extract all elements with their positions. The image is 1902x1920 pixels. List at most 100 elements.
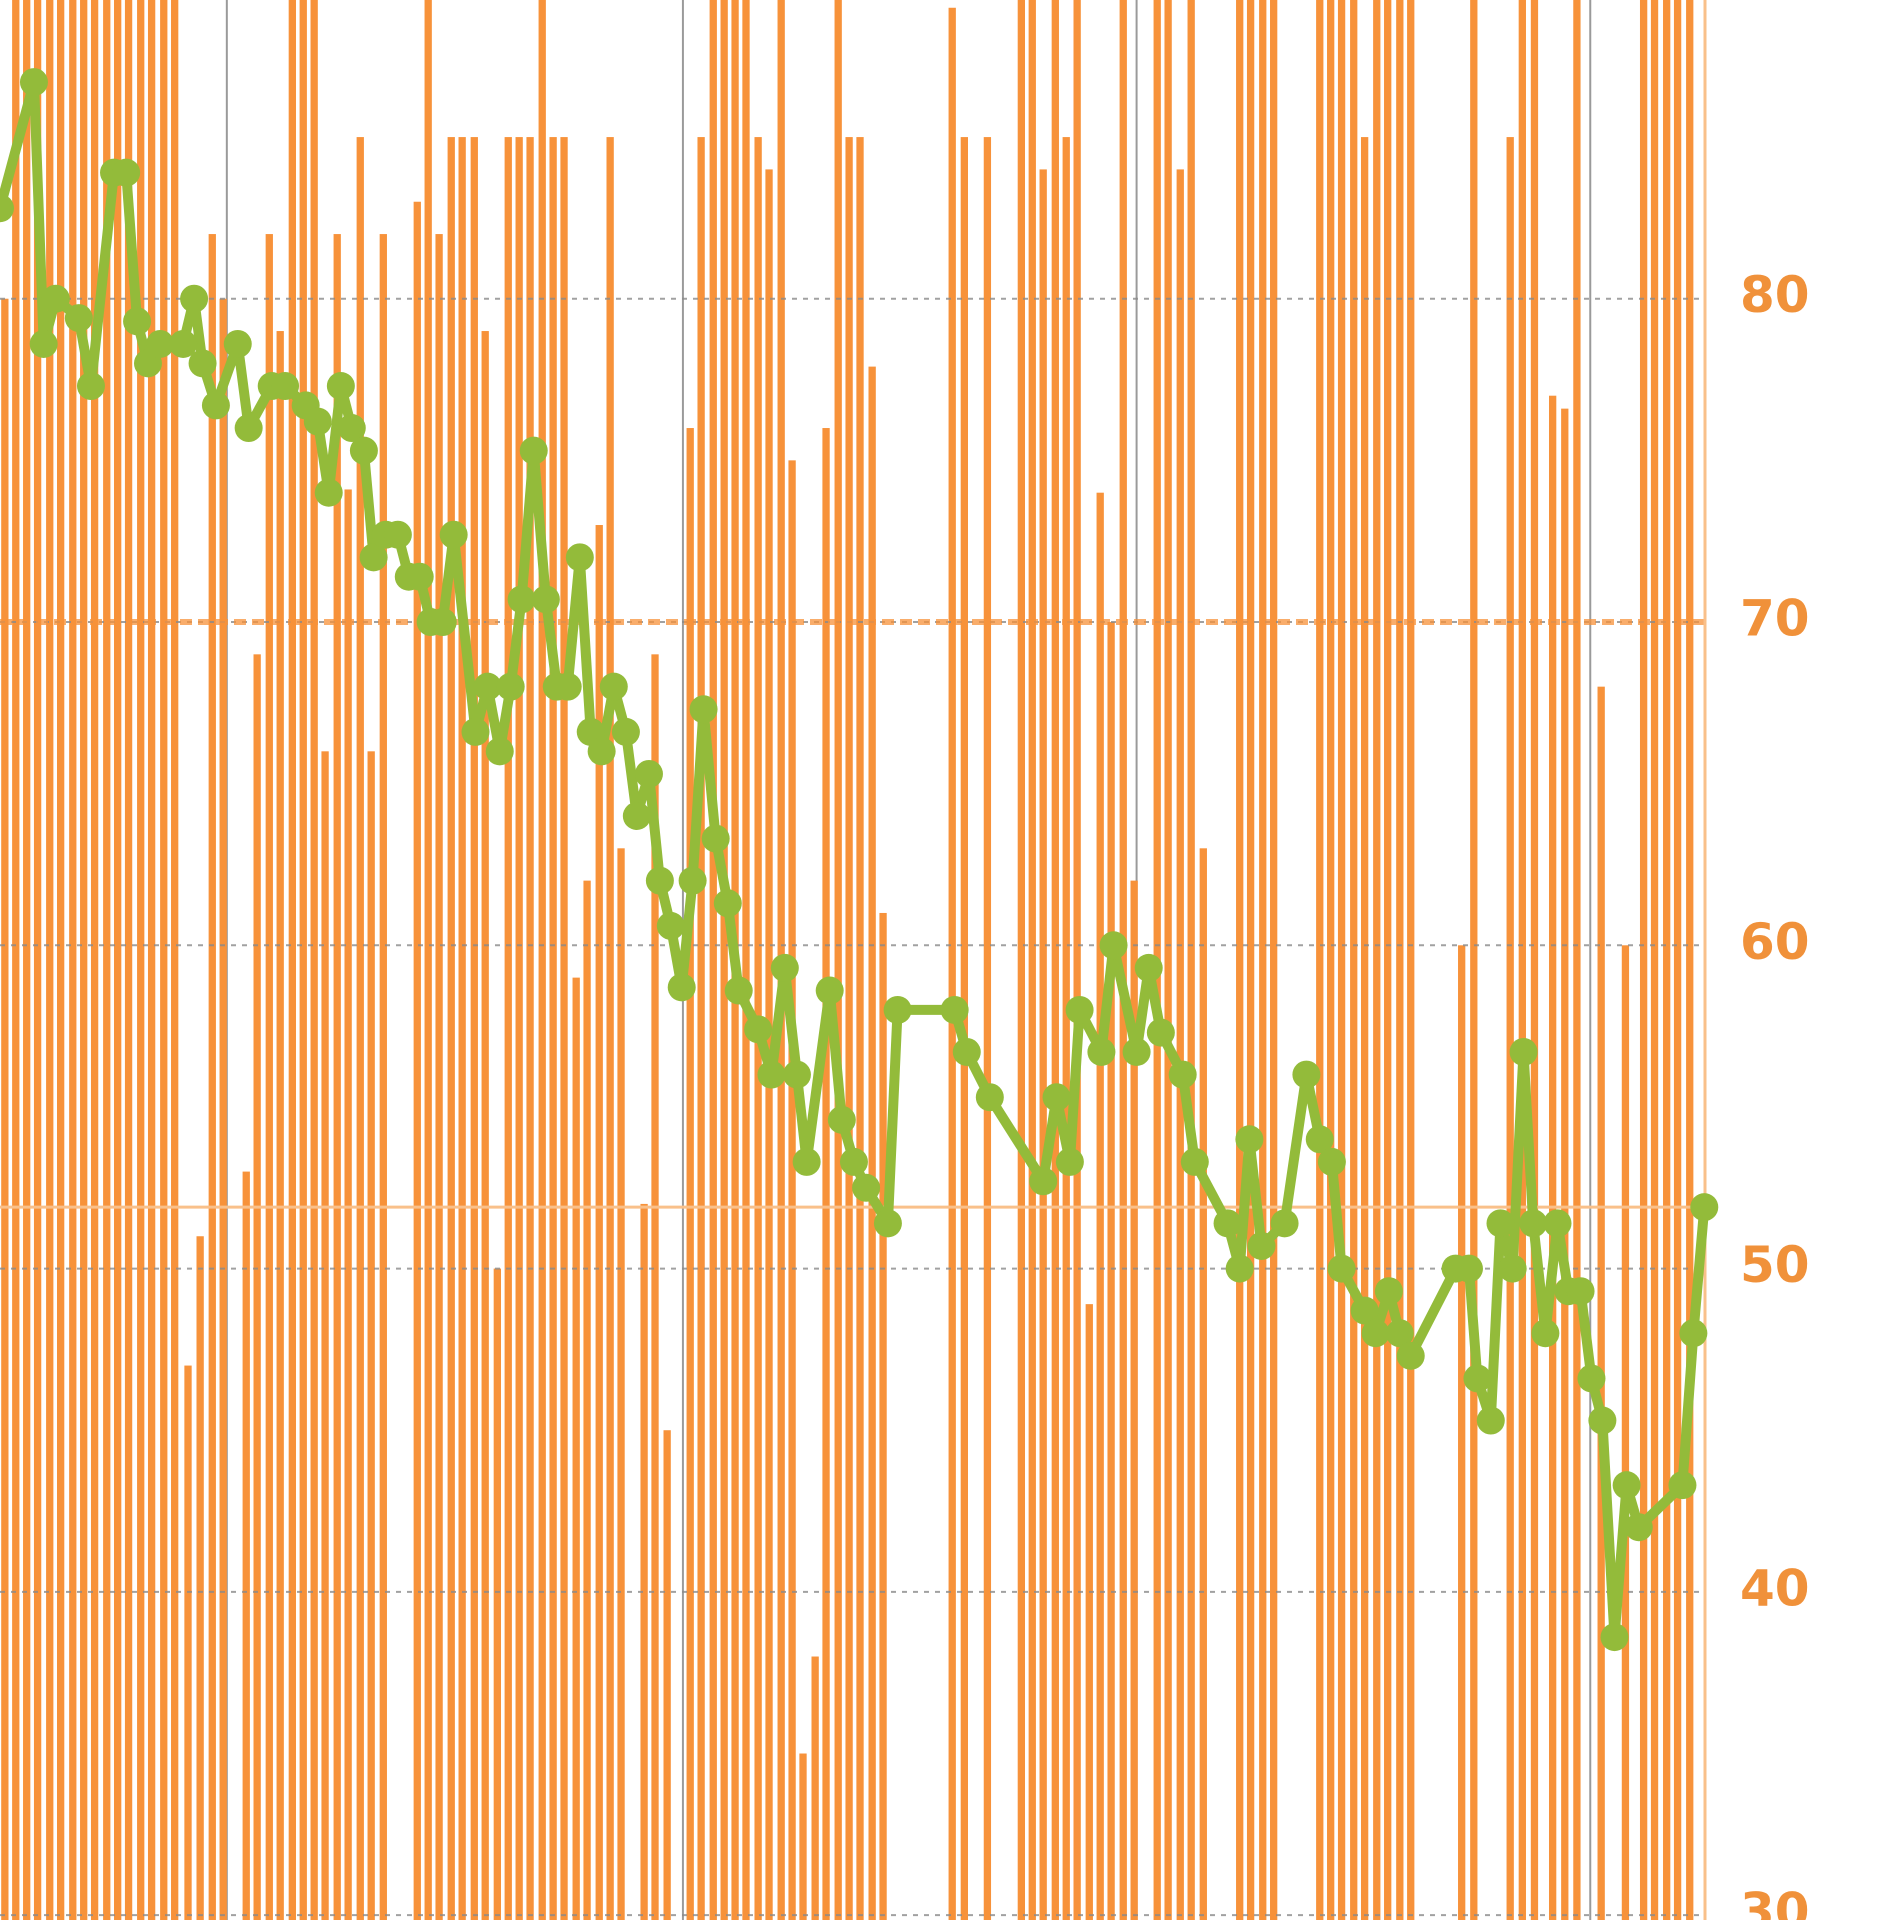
bar — [1573, 0, 1581, 1920]
bar — [160, 0, 168, 1920]
bar — [253, 654, 261, 1920]
line-marker — [587, 737, 616, 766]
line-marker — [827, 1105, 856, 1134]
bar — [720, 0, 728, 1920]
line-marker — [1361, 1319, 1390, 1348]
line-marker — [0, 194, 14, 223]
line-marker — [1055, 1147, 1084, 1176]
bar — [1316, 0, 1324, 1920]
line-marker — [1486, 1209, 1515, 1238]
line-marker — [1168, 1060, 1197, 1089]
bar — [515, 137, 523, 1920]
bar — [651, 654, 659, 1920]
line-marker — [757, 1060, 786, 1089]
line-marker — [1690, 1193, 1719, 1222]
bar — [845, 137, 853, 1920]
bar — [12, 0, 20, 1920]
bar — [288, 0, 296, 1920]
bar — [868, 366, 876, 1920]
line-marker — [1509, 1037, 1538, 1066]
line-marker — [41, 284, 70, 313]
bar — [265, 234, 273, 1920]
line-marker — [383, 520, 412, 549]
bar — [1350, 0, 1358, 1920]
bar — [435, 234, 443, 1920]
bar — [549, 137, 557, 1920]
bar — [147, 0, 156, 1920]
bar — [367, 751, 375, 1920]
bar — [184, 1365, 192, 1920]
line-marker — [1305, 1125, 1334, 1154]
line-marker — [1566, 1277, 1595, 1306]
bar — [333, 234, 341, 1920]
line-marker — [1476, 1406, 1505, 1435]
bar — [1051, 0, 1059, 1920]
line-marker — [1519, 1209, 1548, 1238]
bar — [1, 298, 9, 1920]
bar — [1337, 0, 1346, 1920]
line-marker — [326, 372, 355, 401]
y-tick-label: 40 — [1740, 1559, 1810, 1617]
line-marker — [1029, 1167, 1058, 1196]
bar — [137, 0, 145, 1920]
bar — [583, 880, 591, 1920]
label-layer: 30 40 50 60 70 80 — [1740, 266, 1810, 1920]
bar — [697, 137, 705, 1920]
line-marker — [169, 329, 198, 358]
bar — [424, 0, 432, 1920]
bar — [1187, 0, 1195, 1920]
line-marker — [64, 304, 93, 333]
bar — [1327, 0, 1335, 1920]
bar — [493, 1268, 501, 1920]
line-marker — [1247, 1231, 1276, 1260]
line-marker — [188, 349, 217, 378]
line-marker — [599, 672, 628, 701]
bar — [1130, 880, 1138, 1920]
line-marker — [223, 329, 252, 358]
bar — [1407, 0, 1415, 1920]
bar — [799, 1753, 807, 1920]
line-marker — [1180, 1147, 1209, 1176]
overlay-layer — [0, 0, 1707, 1920]
bar — [1073, 0, 1081, 1920]
line-marker — [645, 866, 674, 895]
line-marker — [1668, 1471, 1697, 1500]
line-marker — [1600, 1623, 1629, 1652]
line-marker — [656, 911, 685, 940]
line-marker — [19, 68, 48, 97]
bar — [1360, 137, 1369, 1920]
bar — [103, 0, 111, 1920]
bar — [1119, 0, 1127, 1920]
line-marker — [611, 717, 640, 746]
bar — [617, 848, 625, 1920]
line-marker — [873, 1209, 902, 1238]
line-marker — [29, 329, 58, 358]
line-marker — [485, 737, 514, 766]
bar — [321, 751, 329, 1920]
bar — [1373, 0, 1381, 1920]
bar — [80, 0, 88, 1920]
line-marker — [234, 414, 263, 443]
line-marker — [713, 889, 742, 918]
line-marker — [1624, 1513, 1653, 1542]
line-marker — [439, 520, 468, 549]
line-marker — [782, 1060, 811, 1089]
line-marker — [1327, 1254, 1356, 1283]
bar — [822, 428, 830, 1920]
y-tick-label: 60 — [1740, 913, 1810, 971]
line-marker — [701, 824, 730, 853]
bar — [1028, 0, 1036, 1920]
line-marker — [975, 1083, 1004, 1112]
line-marker — [271, 372, 300, 401]
bar-layer — [1, 0, 1694, 1920]
line-marker — [1213, 1209, 1242, 1238]
bar — [572, 977, 580, 1920]
line-marker — [428, 608, 457, 637]
bar — [114, 0, 122, 1920]
line-marker — [1292, 1060, 1321, 1089]
bar — [1518, 0, 1526, 1920]
line-marker — [1146, 1018, 1175, 1047]
line-marker — [724, 976, 753, 1005]
bar — [46, 0, 54, 1920]
bar — [196, 1236, 204, 1920]
